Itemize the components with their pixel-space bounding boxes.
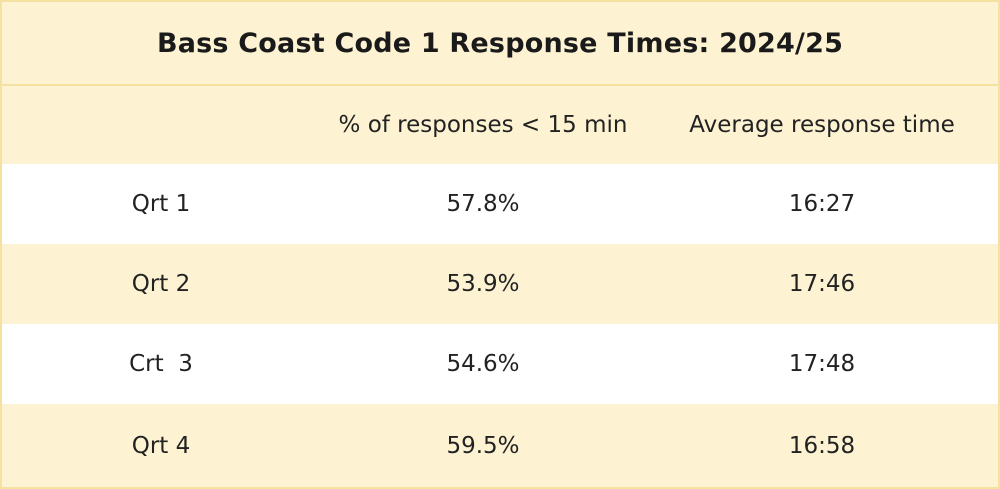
row-label: Qrt 4 (131, 432, 191, 459)
header-cell-avg: Average response time (689, 112, 955, 138)
header-row: % of responses < 15 min Average response… (2, 86, 998, 164)
table-row: Qrt 4 59.5% 16:58 (2, 404, 998, 487)
table-row: Qrt 1 57.8% 16:27 (2, 164, 998, 244)
row-label: Qrt 1 (131, 191, 191, 217)
pct-value: 53.9% (446, 271, 520, 297)
row-label: Crt 3 (129, 351, 193, 377)
pct-value: 57.8% (446, 191, 520, 217)
table-row: Crt 3 54.6% 17:48 (2, 324, 998, 404)
avg-time-value: 17:48 (788, 351, 856, 377)
title-row: Bass Coast Code 1 Response Times: 2024/2… (2, 2, 998, 86)
pct-value: 59.5% (446, 432, 520, 459)
avg-time-value: 16:27 (788, 191, 856, 217)
table-row: Qrt 2 53.9% 17:46 (2, 244, 998, 324)
header-cell-pct: % of responses < 15 min (338, 112, 628, 138)
table-title: Bass Coast Code 1 Response Times: 2024/2… (156, 27, 844, 59)
avg-time-value: 17:46 (788, 271, 856, 297)
row-label: Qrt 2 (131, 271, 191, 297)
pct-value: 54.6% (446, 351, 520, 377)
avg-time-value: 16:58 (788, 432, 856, 459)
